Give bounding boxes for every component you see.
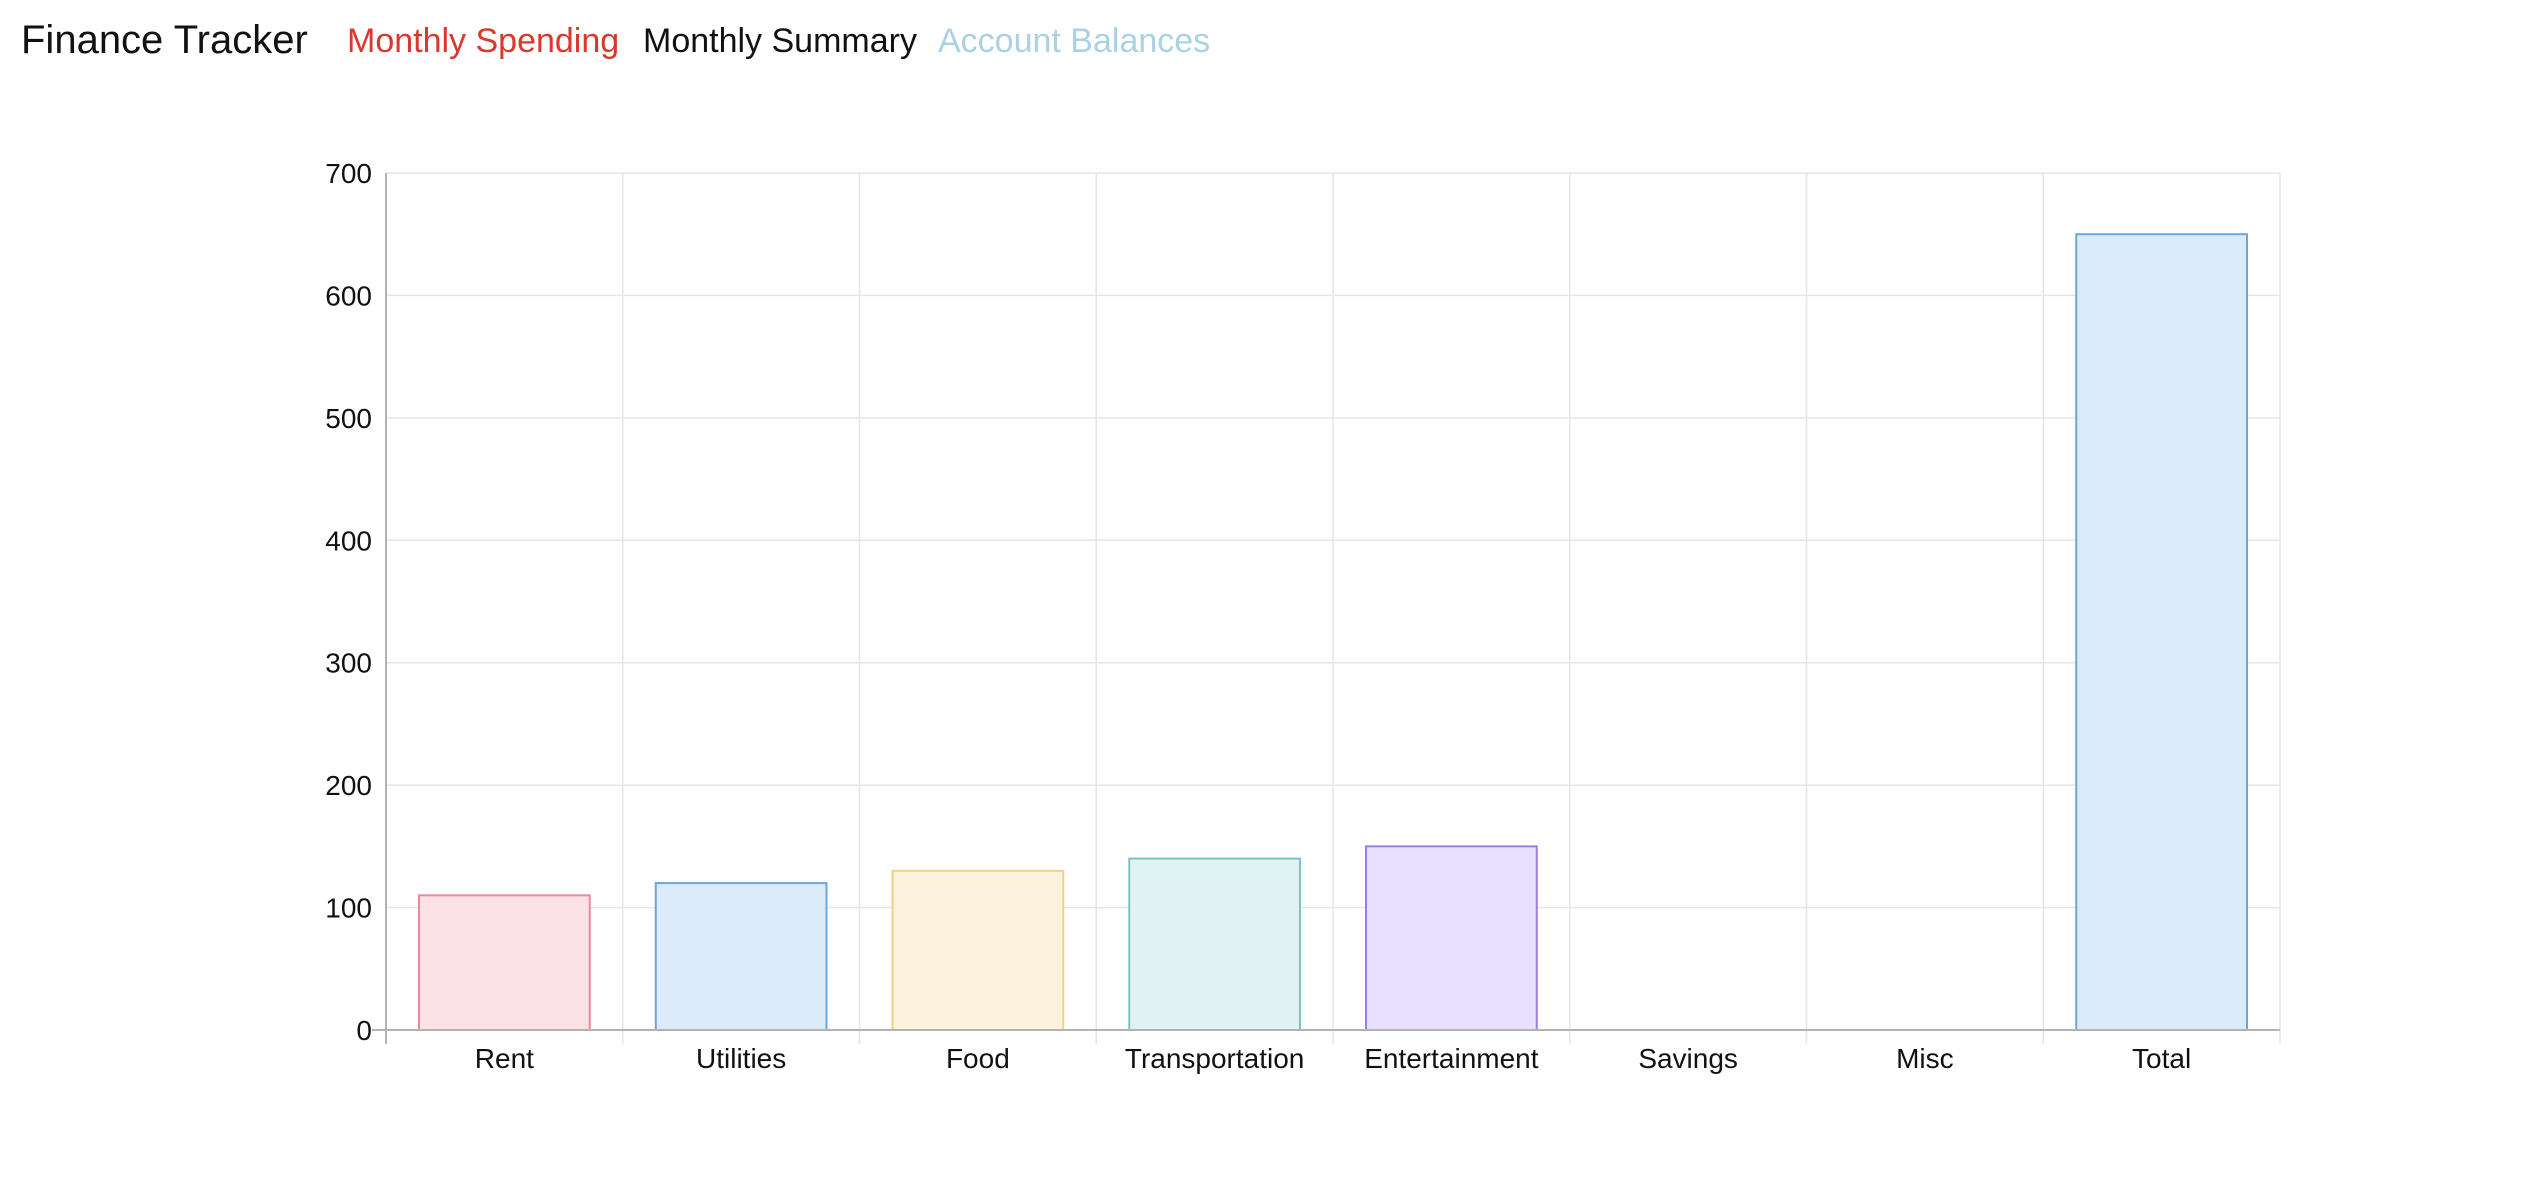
y-tick-label: 200	[325, 770, 372, 801]
y-tick-label: 0	[356, 1015, 372, 1046]
nav-monthly-spending[interactable]: Monthly Spending	[347, 22, 620, 60]
x-tick-label: Misc	[1896, 1043, 1954, 1074]
y-tick-label: 400	[325, 525, 372, 556]
x-tick-label: Entertainment	[1364, 1043, 1539, 1074]
nav-account-balances[interactable]: Account Balances	[938, 22, 1211, 60]
bar-utilities	[654, 882, 828, 1031]
bar-food	[891, 869, 1065, 1031]
y-tick-label: 300	[325, 648, 372, 679]
x-tick-label: Rent	[475, 1043, 534, 1074]
axes	[372, 173, 2280, 1044]
bar-entertainment	[1365, 845, 1538, 1031]
y-tick-label: 600	[325, 280, 372, 311]
bars	[418, 233, 2248, 1031]
y-tick-label: 500	[325, 403, 372, 434]
y-tick-label: 700	[325, 158, 372, 189]
top-navigation: Finance Tracker Monthly Spending Monthly…	[0, 0, 2534, 86]
x-tick-label: Utilities	[696, 1043, 786, 1074]
bar-transportation	[1128, 857, 1301, 1031]
x-tick-label: Total	[2132, 1043, 2191, 1074]
tick-labels: 0 100 200 300 400 500 600 700 Rent Utilities Food T…	[325, 158, 2191, 1074]
bar-rent	[418, 894, 591, 1031]
x-tick-label: Food	[946, 1043, 1010, 1074]
x-tick-label: Transportation	[1125, 1043, 1305, 1074]
x-tick-label: Savings	[1638, 1043, 1738, 1074]
bar-total	[2075, 233, 2248, 1031]
y-tick-label: 100	[325, 893, 372, 924]
nav-monthly-summary[interactable]: Monthly Summary	[643, 22, 917, 60]
app-title: Finance Tracker	[21, 18, 308, 62]
